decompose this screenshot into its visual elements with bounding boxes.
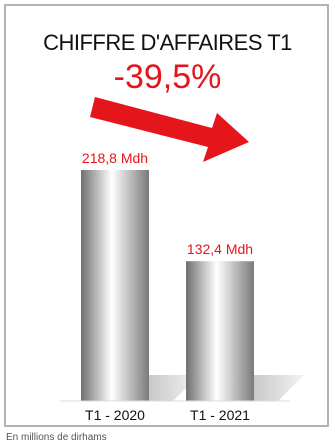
chart-title: CHIFFRE D'AFFAIRES T1 <box>43 30 292 55</box>
units-footnote: En millions de dirhams <box>6 432 107 443</box>
bar-1 <box>81 170 149 401</box>
bar-2 <box>186 261 254 401</box>
bar-value-label: 132,4 Mdh <box>186 241 254 258</box>
category-label: T1 - 2021 <box>190 407 250 423</box>
bar-shadow <box>254 375 304 401</box>
change-percentage: -39,5% <box>113 58 222 96</box>
chart-frame <box>4 4 329 427</box>
category-label: T1 - 2020 <box>85 407 145 423</box>
bar-value-label: 218,8 Mdh <box>81 150 149 166</box>
trend-arrow-icon <box>90 97 249 162</box>
